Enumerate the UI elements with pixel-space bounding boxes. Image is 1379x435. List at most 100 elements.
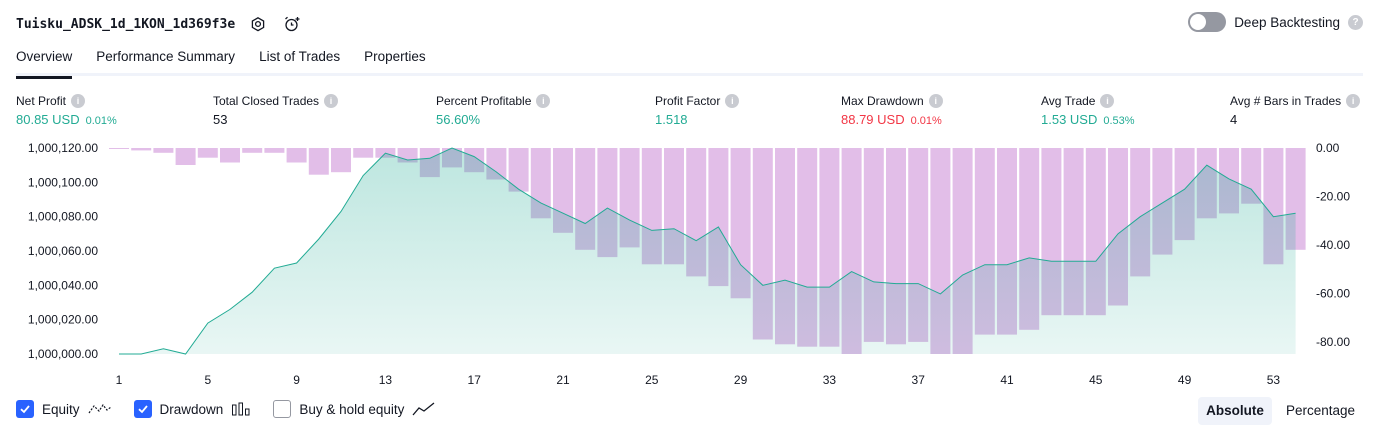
drawdown-bar: [353, 148, 374, 158]
drawdown-bar: [308, 148, 329, 175]
equity-line: [119, 147, 1296, 355]
metric-value: 53: [213, 112, 228, 127]
info-icon[interactable]: i: [324, 94, 339, 108]
strategy-title: Tuisku_ADSK_1d_1KON_1d369f3e: [16, 16, 236, 32]
absolute-button[interactable]: Absolute: [1198, 397, 1272, 425]
x-axis-tick-label: 53: [1267, 373, 1281, 387]
metric-avg-bars-in-trades: Avg # Bars in Trades i 4: [1230, 94, 1361, 127]
x-axis-tick-label: 25: [645, 373, 659, 387]
legend-drawdown-label: Drawdown: [159, 401, 224, 417]
x-axis-tick-label: 1: [116, 373, 123, 387]
drawdown-bar: [153, 148, 174, 153]
drawdown-bar: [220, 148, 240, 163]
right-axis-tick-label: -60.00: [1316, 286, 1350, 300]
metric-label: Total Closed Trades: [213, 94, 320, 108]
legend-buy-hold-label: Buy & hold equity: [299, 401, 405, 417]
drawdown-bar: [508, 148, 529, 192]
metric-label: Percent Profitable: [436, 94, 532, 108]
metric-label: Profit Factor: [655, 94, 721, 108]
metric-label: Net Profit: [16, 94, 67, 108]
right-axis-tick-label: -40.00: [1316, 238, 1350, 252]
equity-drawdown-chart[interactable]: 1,000,120.00 1,000,100.00 1,000,080.00 1,00…: [0, 136, 1379, 390]
right-axis-tick-label: -80.00: [1316, 335, 1350, 349]
x-axis-tick-label: 13: [379, 373, 393, 387]
gear-icon[interactable]: [247, 13, 269, 35]
line-trend-icon: [412, 402, 435, 416]
info-icon[interactable]: i: [928, 94, 943, 108]
legend-equity-label: Equity: [42, 401, 80, 417]
info-icon[interactable]: i: [71, 94, 86, 108]
x-axis-tick-label: 49: [1178, 373, 1192, 387]
help-icon[interactable]: ?: [1348, 14, 1363, 30]
equity-checkbox[interactable]: [16, 400, 34, 418]
left-axis-tick-label: 1,000,000.00: [28, 347, 98, 361]
deep-backtesting-toggle[interactable]: [1188, 12, 1227, 32]
drawdown-bar: [331, 148, 351, 173]
drawdown-bar: [242, 148, 263, 153]
x-axis-tick-label: 5: [204, 373, 211, 387]
x-axis-tick-label: 37: [912, 373, 926, 387]
tab-list-of-trades[interactable]: List of Trades: [259, 49, 341, 64]
tab-properties[interactable]: Properties: [364, 49, 426, 64]
percentage-button[interactable]: Percentage: [1285, 403, 1355, 418]
legend-equity[interactable]: Equity: [16, 400, 112, 418]
tab-bar: Overview Performance Summary List of Tra…: [16, 46, 1363, 79]
left-axis-tick-label: 1,000,060.00: [28, 244, 98, 258]
metric-value: 1.518: [655, 112, 688, 127]
equity-area: [119, 148, 1296, 354]
legend-buy-hold-equity[interactable]: Buy & hold equity: [273, 400, 436, 418]
metric-label: Avg # Bars in Trades: [1230, 94, 1342, 108]
x-axis-tick-label: 9: [293, 373, 300, 387]
left-axis-tick-label: 1,000,100.00: [28, 175, 98, 189]
metric-avg-trade: Avg Trade i 1.53 USD 0.53%: [1041, 94, 1135, 127]
legend-drawdown[interactable]: Drawdown: [133, 400, 252, 418]
metric-max-drawdown: Max Drawdown i 88.79 USD 0.01%: [841, 94, 943, 127]
metrics-row: Net Profit i 80.85 USD 0.01% Total Closed …: [0, 94, 1379, 130]
left-axis-tick-label: 1,000,080.00: [28, 210, 98, 224]
drawdown-bar: [286, 148, 307, 163]
info-icon[interactable]: i: [1100, 94, 1115, 108]
tab-overview[interactable]: Overview: [16, 46, 73, 79]
metric-value: 80.85 USD: [16, 112, 80, 127]
metric-percent: 0.53%: [1103, 115, 1135, 127]
bar-chart-icon: [232, 402, 250, 416]
right-axis-tick-label: -20.00: [1316, 190, 1350, 204]
metric-value: 56.60%: [436, 112, 481, 127]
info-icon[interactable]: i: [536, 94, 551, 108]
x-axis-tick-label: 45: [1089, 373, 1103, 387]
drawdown-checkbox[interactable]: [133, 400, 152, 418]
metric-value: 1.53 USD: [1041, 112, 1098, 127]
buy-hold-checkbox[interactable]: [273, 400, 292, 418]
metric-label: Max Drawdown: [841, 94, 924, 108]
deep-backtesting-label: Deep Backtesting: [1234, 14, 1340, 30]
metric-profit-factor: Profit Factor i 1.518: [655, 94, 740, 127]
metric-value: 4: [1230, 112, 1238, 127]
x-axis-tick-label: 29: [734, 373, 748, 387]
x-axis-tick-label: 17: [468, 373, 482, 387]
x-axis-tick-label: 33: [823, 373, 837, 387]
drawdown-bar: [175, 148, 196, 165]
metric-total-closed-trades: Total Closed Trades i 53: [213, 94, 339, 127]
drawdown-bar: [197, 148, 218, 158]
metric-percent-profitable: Percent Profitable i 56.60%: [436, 94, 551, 127]
equity-line-icon: [88, 403, 111, 414]
right-axis-tick-label: 0.00: [1316, 141, 1340, 155]
info-icon[interactable]: i: [725, 94, 740, 108]
metric-net-profit: Net Profit i 80.85 USD 0.01%: [16, 94, 117, 127]
drawdown-bar: [131, 148, 152, 151]
display-mode-switch: Absolute Percentage: [1198, 397, 1363, 425]
info-icon[interactable]: i: [1346, 94, 1361, 108]
left-axis-tick-label: 1,000,020.00: [28, 313, 98, 327]
deep-backtesting: Deep Backtesting ?: [1188, 12, 1363, 32]
x-axis-tick-label: 21: [556, 373, 570, 387]
left-axis-tick-label: 1,000,040.00: [28, 278, 98, 292]
alarm-clock-plus-icon[interactable]: [281, 13, 303, 35]
tab-performance-summary[interactable]: Performance Summary: [96, 49, 236, 64]
strategy-header: Tuisku_ADSK_1d_1KON_1d369f3e: [16, 12, 303, 36]
metric-percent: 0.01%: [910, 115, 942, 127]
metric-label: Avg Trade: [1041, 94, 1096, 108]
chart-legend: Equity Drawdown Buy & hold equity: [16, 400, 436, 418]
metric-value: 88.79 USD: [841, 112, 905, 127]
left-axis-tick-label: 1,000,120.00: [28, 141, 98, 155]
drawdown-bar: [109, 148, 129, 149]
